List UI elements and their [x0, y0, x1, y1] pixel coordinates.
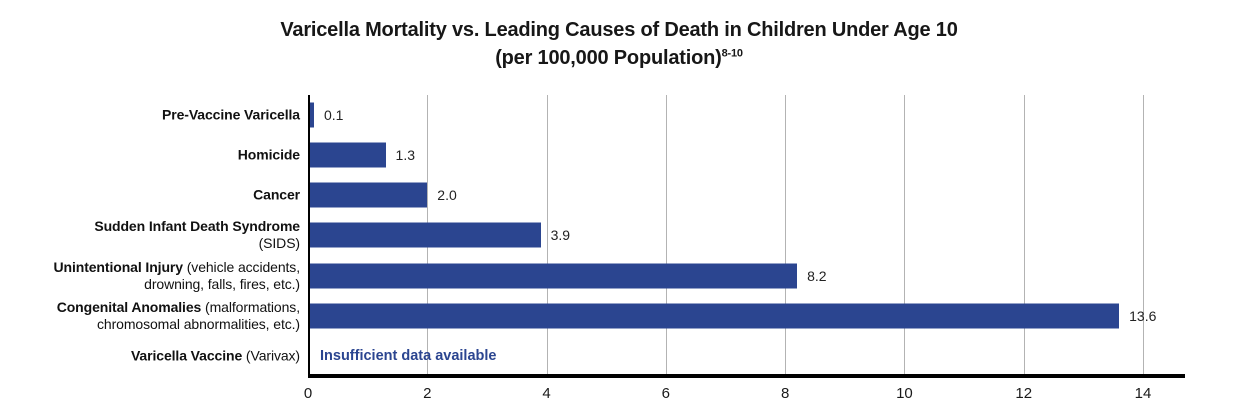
category-label-bold: Cancer [253, 186, 300, 203]
category-label-note: (vehicle accidents, drowning, falls, fir… [144, 258, 300, 292]
bar [308, 303, 1120, 329]
category-label-bold: Unintentional Injury [53, 258, 183, 275]
category-label-note: (malforma­tions, chromosomal abnormaliti… [97, 298, 300, 332]
category-label: Pre-Vaccine Varicella [30, 107, 300, 124]
bar [308, 263, 798, 289]
chart-title-line1: Varicella Mortality vs. Leading Causes o… [280, 19, 958, 41]
bar [308, 182, 428, 208]
chart-row: Pre-Vaccine Varicella 0.1 [162, 95, 1143, 135]
category-label-bold: Sudden Infant Death Syndrome [94, 218, 300, 235]
category-label-bold: Pre-Vaccine Varicella [161, 106, 300, 123]
gridline-14 [1143, 95, 1144, 376]
chart-row: Unintentional Injury (vehicle accidents,… [53, 256, 1143, 296]
insufficient-data-annotation: Insufficient data available [320, 347, 497, 364]
category-label: Cancer [30, 187, 300, 204]
category-label-note: (SIDS) [258, 235, 301, 252]
category-label: Unintentional Injury (vehicle accidents,… [30, 259, 300, 293]
bar [308, 102, 314, 128]
bar-rows: Pre-Vaccine Varicella 0.1 Homicide 1.3 Cance… [53, 95, 1157, 376]
x-tick-label-8: 8 [780, 385, 790, 402]
x-tick-label-12: 12 [1015, 385, 1033, 402]
bar [308, 222, 541, 248]
x-tick-label-14: 14 [1134, 385, 1152, 402]
chart-row: Cancer 2.0 [253, 175, 1143, 215]
category-label-bold: Varicella Vaccine [130, 347, 243, 364]
category-label: Sudden Infant Death Syndrome (SIDS) [30, 218, 300, 252]
x-tick-label-6: 6 [661, 385, 671, 402]
gridline-10 [904, 95, 906, 376]
chart-title: Varicella Mortality vs. Leading Causes o… [0, 16, 1238, 72]
value-label: 13.6 [1129, 307, 1157, 324]
category-label-note: (Varivax) [242, 347, 300, 364]
bar [308, 142, 386, 168]
category-label: Homicide [30, 147, 300, 164]
x-tick-label-10: 10 [896, 385, 913, 402]
category-label-bold: Congenital Anomalies [56, 298, 202, 315]
chart-row: Varicella Vaccine (Varivax) Insufficient … [131, 336, 1143, 376]
category-label-bold: Homicide [237, 146, 300, 163]
x-axis-line [308, 374, 1185, 378]
gridline-6 [665, 95, 667, 376]
value-label: 1.3 [395, 147, 415, 164]
gridline-4 [546, 95, 548, 376]
value-label: 0.1 [323, 107, 344, 124]
x-tick-label-0: 0 [303, 385, 313, 402]
category-label: Varicella Vaccine (Varivax) [30, 347, 300, 364]
value-label: 2.0 [437, 187, 457, 204]
x-tick-label-2: 2 [423, 385, 432, 402]
reference-superscript: 8-10 [721, 47, 743, 60]
x-tick-label-4: 4 [542, 385, 551, 402]
chart-title-line2: (per 100,000 Population)8-10 [495, 47, 743, 69]
gridline-12 [1023, 95, 1025, 376]
chart-row: Congenital Anomalies (malforma­tions, ch… [57, 296, 1157, 336]
chart-row: Homicide 1.3 [238, 135, 1143, 175]
category-label: Congenital Anomalies (malforma­tions, ch… [30, 299, 300, 333]
value-label: 3.9 [550, 227, 571, 244]
chart-row: Sudden Infant Death Syndrome (SIDS) 3.9 [94, 215, 1143, 255]
value-label: 8.2 [807, 267, 827, 284]
plot-area: Pre-Vaccine Varicella 0.1 Homicide 1.3 Cance… [53, 95, 1185, 402]
y-axis-line [308, 95, 310, 376]
gridline-8 [785, 95, 787, 376]
